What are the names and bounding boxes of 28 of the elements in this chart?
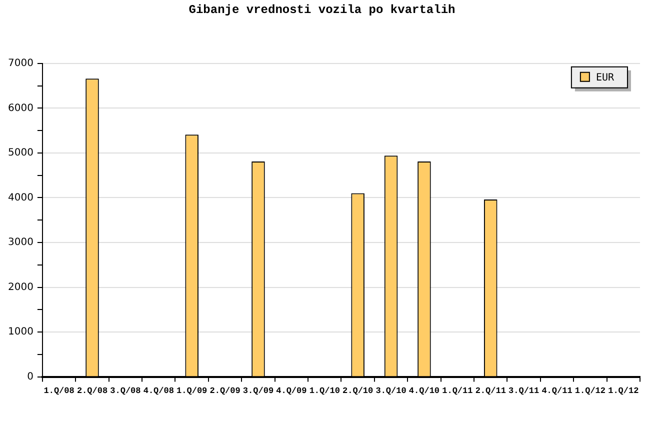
x-tick-label: 1.Q/08 (44, 386, 74, 396)
x-tick-label: 3.Q/10 (376, 386, 406, 396)
y-tick-label: 4000 (8, 192, 34, 204)
y-tick-label: 3000 (8, 237, 34, 248)
x-tick-label: 3.Q/11 (508, 386, 540, 396)
chart-title: Gibanje vrednosti vozila po kvartalih (188, 3, 456, 18)
y-tick-label: 0 (27, 371, 34, 382)
legend-label: EUR (596, 72, 615, 84)
x-tick-label: 4.Q/08 (143, 386, 174, 396)
x-tick-label: 1.Q/11 (442, 386, 473, 396)
y-tick-label: 2000 (8, 282, 34, 293)
x-tick-label: 3.Q/09 (242, 386, 274, 396)
x-tick-label: 3.Q/08 (110, 386, 141, 396)
x-tick-label: 2.Q/11 (475, 386, 506, 396)
y-tick-label: 7000 (8, 58, 34, 69)
x-tick-label: 1.Q/12 (608, 386, 639, 396)
y-tick-label: 6000 (8, 102, 34, 114)
y-tick-label: 1000 (8, 326, 34, 338)
x-tick-label: 4.Q/09 (276, 386, 307, 396)
x-tick-label: 2.Q/10 (342, 386, 374, 396)
x-tick-label: 1.Q/10 (309, 386, 340, 396)
x-tick-label: 1.Q/12 (574, 386, 606, 396)
x-tick-label: 2.Q/09 (210, 386, 240, 396)
x-tick-label: 1.Q/09 (176, 386, 208, 396)
y-tick-label: 5000 (8, 148, 34, 159)
x-tick-label: 4.Q/10 (408, 386, 440, 396)
x-tick-label: 4.Q/11 (542, 386, 572, 396)
x-tick-label: 2.Q/08 (76, 386, 108, 396)
